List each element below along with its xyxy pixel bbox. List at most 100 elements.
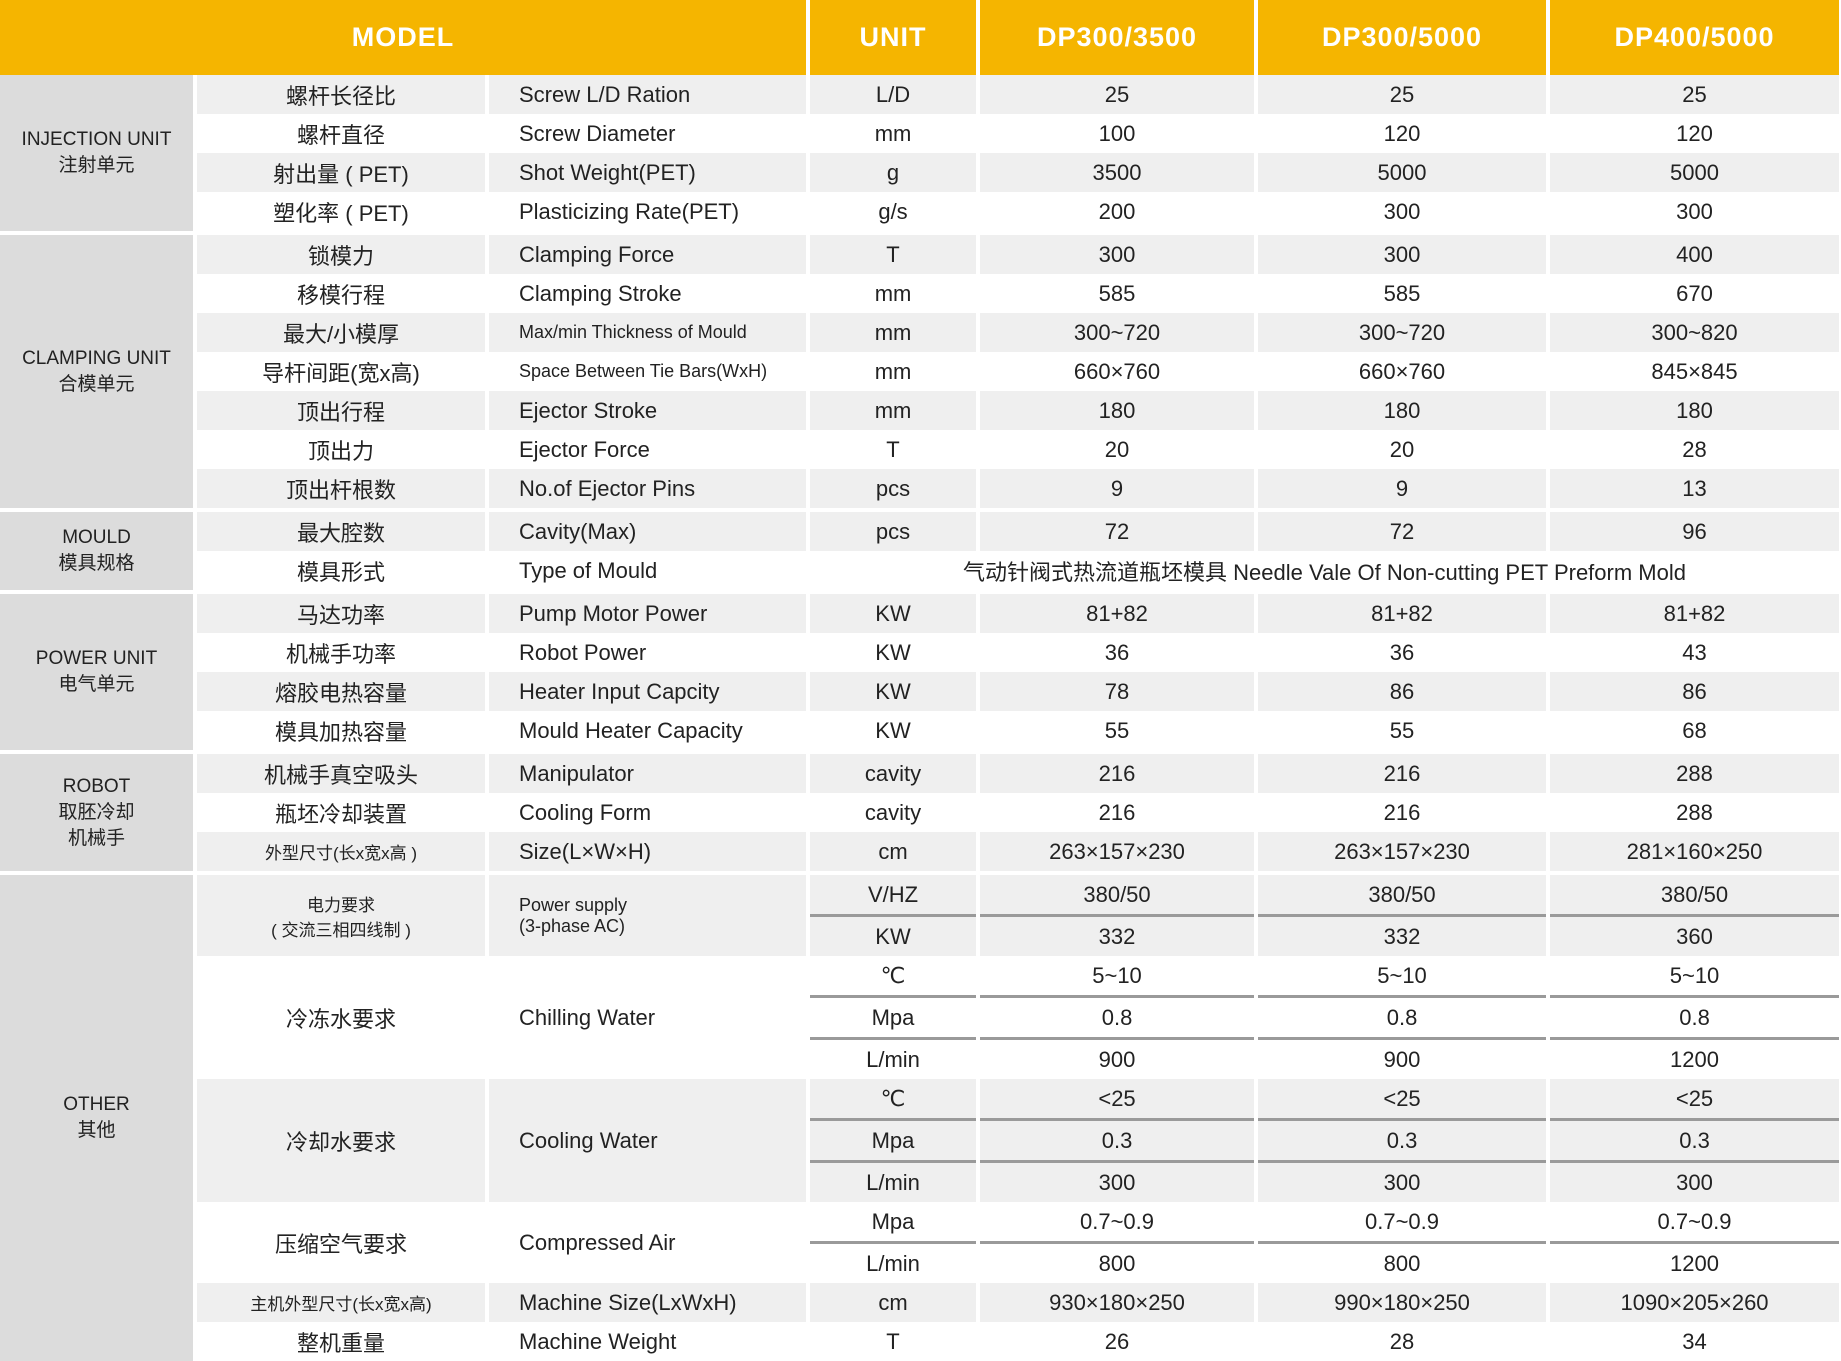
spec-value: 216: [1256, 793, 1551, 832]
group-divider: [0, 590, 1841, 594]
spec-value: 13: [1548, 469, 1841, 508]
group-divider: [0, 231, 1841, 235]
spec-value: 1090×205×260: [1548, 1283, 1841, 1322]
spec-value: 86: [1256, 672, 1551, 711]
group-label-cn: 注射单元: [58, 155, 135, 176]
spec-value: 20: [978, 430, 1259, 469]
spec-name-cn: 锁模力: [195, 235, 489, 274]
spec-value: 900: [1256, 1037, 1551, 1079]
spec-value: 72: [1256, 512, 1551, 551]
spec-unit: pcs: [808, 512, 981, 551]
spec-value: 332: [978, 914, 1259, 956]
spec-value: 660×760: [1256, 352, 1551, 391]
table-row: 冷却水要求 Cooling Water ℃ <25 <25 <25: [0, 1079, 1841, 1202]
spec-value: 180: [1548, 391, 1841, 430]
spec-name-en: Ejector Force: [487, 430, 811, 469]
spec-name-cn: 冷冻水要求: [195, 956, 489, 1079]
spec-value: 120: [1548, 114, 1841, 153]
group-divider: [0, 871, 1841, 875]
spec-unit: mm: [808, 313, 981, 352]
table-row: Mpa 0.8 0.8 0.8: [0, 995, 1841, 1039]
spec-name-en: Clamping Force: [487, 235, 811, 274]
spec-unit: L/min: [808, 1241, 981, 1283]
table-row: 熔胶电热容量 Heater Input Capcity KW 78 86 86: [0, 672, 1841, 711]
spec-name-en: Compressed Air: [487, 1202, 811, 1283]
table-row: 瓶坯冷却装置 Cooling Form cavity 216 216 288: [0, 793, 1841, 832]
divider: [0, 508, 1841, 512]
spec-name-en: Chilling Water: [487, 956, 811, 1079]
spec-value: <25: [978, 1079, 1259, 1120]
spec-value: 900: [978, 1037, 1259, 1079]
spec-name-en: Clamping Stroke: [487, 274, 811, 313]
spec-unit: KW: [808, 672, 981, 711]
table-row: 顶出杆根数 No.of Ejector Pins pcs 9 9 13: [0, 469, 1841, 508]
model-column-header: DP300/5000: [1256, 0, 1551, 75]
table-row: INJECTION UNIT 注射单元 螺杆长径比 Screw L/D Ration L…: [0, 75, 1841, 231]
spec-value: 81+82: [1256, 594, 1551, 633]
spec-value: 0.7~0.9: [978, 1202, 1259, 1243]
spec-name-cn: 外型尺寸(长x宽x高 ): [195, 832, 489, 871]
spec-name-en: Pump Motor Power: [487, 594, 811, 633]
group-label-en: INJECTION UNIT: [21, 129, 172, 150]
spec-name-cn: 螺杆长径比: [195, 75, 489, 114]
spec-value: 81+82: [978, 594, 1259, 633]
spec-name-en: Machine Size(LxWxH): [487, 1283, 811, 1322]
spec-value: 5000: [1548, 153, 1841, 192]
spec-unit: Mpa: [808, 1202, 981, 1243]
group-label: OTHER 其他: [0, 875, 197, 1361]
spec-value: 0.7~0.9: [1256, 1202, 1551, 1243]
table-row: 顶出力 Ejector Force T 20 20 28: [0, 430, 1841, 469]
table-row: 模具形式 Type of Mould 气动针阀式热流道瓶坯模具 Needle Val…: [0, 551, 1841, 590]
spec-value: 670: [1548, 274, 1841, 313]
spec-value: 930×180×250: [978, 1283, 1259, 1322]
spec-value: 300~720: [978, 313, 1259, 352]
table-row: 导杆间距(宽x高) Space Between Tie Bars(WxH) mm 66…: [0, 352, 1841, 391]
spec-name-cn: 导杆间距(宽x高): [195, 352, 489, 391]
spec-unit: ℃: [808, 956, 981, 997]
spec-value: 300~720: [1256, 313, 1551, 352]
spec-value: 96: [1548, 512, 1841, 551]
spec-unit: KW: [808, 594, 981, 633]
spec-value: 20: [1256, 430, 1551, 469]
spec-value: 9: [1256, 469, 1551, 508]
spec-value: <25: [1256, 1079, 1551, 1120]
spec-value: 200: [978, 192, 1259, 231]
spec-value: 380/50: [1256, 875, 1551, 916]
spec-name-en: Max/min Thickness of Mould: [487, 313, 811, 352]
model-column-header: DP400/5000: [1548, 0, 1841, 75]
table-row: L/min 900 900 1200: [0, 1037, 1841, 1079]
table-row: 螺杆直径 Screw Diameter mm 100 120 120: [0, 114, 1841, 153]
divider: [0, 590, 1841, 594]
spec-unit: KW: [808, 633, 981, 672]
table-row: 射出量 ( PET) Shot Weight(PET) g 3500 5000 5000: [0, 153, 1841, 192]
spec-unit: T: [808, 235, 981, 274]
divider: [0, 750, 1841, 754]
spec-unit: g/s: [808, 192, 981, 231]
group-label: INJECTION UNIT 注射单元: [0, 75, 197, 231]
spec-name-cn: 压缩空气要求: [195, 1202, 489, 1283]
group-label-en: ROBOT: [62, 775, 131, 797]
spec-value: 216: [978, 754, 1259, 793]
group-label-en: MOULD: [62, 527, 131, 548]
spec-unit: Mpa: [808, 1118, 981, 1162]
spec-value: 86: [1548, 672, 1841, 711]
spec-name-en: Size(L×W×H): [487, 832, 811, 871]
spec-name-en: Machine Weight: [487, 1322, 811, 1361]
spec-name-en: No.of Ejector Pins: [487, 469, 811, 508]
group-label-en: CLAMPING UNIT: [22, 347, 171, 369]
spec-unit: mm: [808, 391, 981, 430]
table-row: 塑化率 ( PET) Plasticizing Rate(PET) g/s 200 30…: [0, 192, 1841, 231]
spec-value: 72: [978, 512, 1259, 551]
table-row: OTHER 其他 电力要求 ( 交流三相四线制 ) Power supply (3-p…: [0, 875, 1841, 1361]
spec-name-en: Cooling Form: [487, 793, 811, 832]
divider: [0, 871, 1841, 875]
spec-unit: mm: [808, 114, 981, 153]
table-row: CLAMPING UNIT 合模单元 锁模力 Clamping Force T 300 30…: [0, 235, 1841, 508]
spec-unit: ℃: [808, 1079, 981, 1120]
spec-value: 216: [1256, 754, 1551, 793]
spec-unit: cavity: [808, 793, 981, 832]
spec-value: 1200: [1548, 1241, 1841, 1283]
spec-value: 0.3: [1256, 1118, 1551, 1162]
spec-value: 300: [1256, 1160, 1551, 1202]
